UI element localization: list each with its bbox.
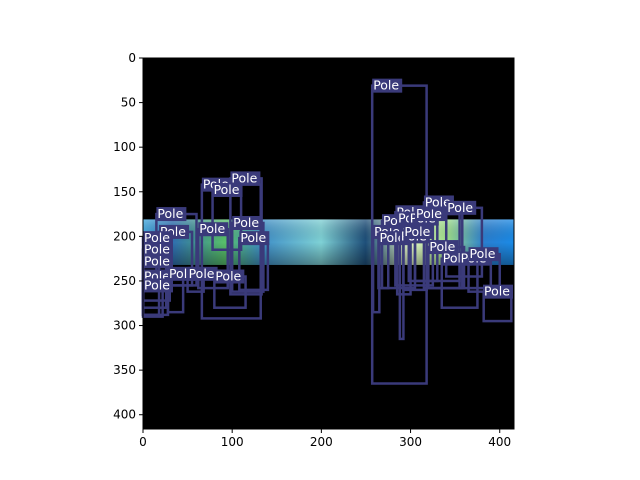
box-label: Pole xyxy=(425,194,451,209)
box-label: Pole xyxy=(404,224,430,239)
box-label: Pole xyxy=(214,182,240,197)
box-label-background xyxy=(214,269,245,284)
box-label: Pole xyxy=(373,78,399,93)
box-label-background xyxy=(198,222,229,237)
box-label-background xyxy=(372,78,403,93)
y-tick-label: 350 xyxy=(113,363,136,377)
box-label: Pole xyxy=(157,206,183,221)
box-label-background xyxy=(415,207,446,222)
box-label-background xyxy=(143,242,173,257)
y-tick-label: 200 xyxy=(113,229,136,243)
box-label: Pole xyxy=(429,239,455,254)
box-label-background xyxy=(143,254,173,269)
box-label-background xyxy=(239,231,270,246)
box-label-background xyxy=(212,182,243,197)
box-label: Pole xyxy=(215,268,241,283)
x-tick-label: 200 xyxy=(310,435,333,449)
y-tick-label: 150 xyxy=(113,185,136,199)
box-label-background xyxy=(187,266,218,281)
box-label: Pole xyxy=(240,230,266,245)
y-tick-label: 0 xyxy=(128,51,136,65)
box-label-background xyxy=(446,200,477,215)
y-tick-label: 300 xyxy=(113,319,136,333)
box-label: Pole xyxy=(233,215,259,230)
x-tick-label: 300 xyxy=(399,435,422,449)
y-tick-label: 100 xyxy=(113,140,136,154)
box-label: Pole xyxy=(231,170,257,185)
box-label-background xyxy=(143,278,173,293)
box-label-background xyxy=(230,171,261,186)
box-label-background xyxy=(403,224,434,239)
box-label: Pole xyxy=(199,221,225,236)
box-label-background xyxy=(156,207,187,222)
box-label: Pole xyxy=(484,284,510,299)
y-axis: 0 50 100 150 200 250 300 350 400 xyxy=(113,51,143,422)
box-label: Pole xyxy=(416,206,442,221)
x-axis: 0 100 200 300 400 xyxy=(139,429,511,449)
x-tick-label: 0 xyxy=(139,435,147,449)
box-label: Pole xyxy=(144,242,170,257)
y-tick-label: 250 xyxy=(113,274,136,288)
box-label-background xyxy=(428,240,459,255)
box-label: Pole xyxy=(144,230,170,245)
box-label: Pole xyxy=(447,200,473,215)
box-label-background xyxy=(143,231,173,246)
axes-frame xyxy=(142,57,515,430)
y-tick-label: 400 xyxy=(113,408,136,422)
x-tick-label: 100 xyxy=(221,435,244,449)
box-label-background xyxy=(468,247,499,262)
y-tick-label: 50 xyxy=(121,96,136,110)
box-label: Pole xyxy=(189,266,215,281)
box-label: Pole xyxy=(144,277,170,292)
box-label: Pole xyxy=(379,230,405,245)
x-tick-label: 400 xyxy=(488,435,511,449)
box-label: Pole xyxy=(144,253,170,268)
box-label-background xyxy=(232,215,263,230)
box-label: Pole xyxy=(470,246,496,261)
box-label-background xyxy=(483,284,513,299)
